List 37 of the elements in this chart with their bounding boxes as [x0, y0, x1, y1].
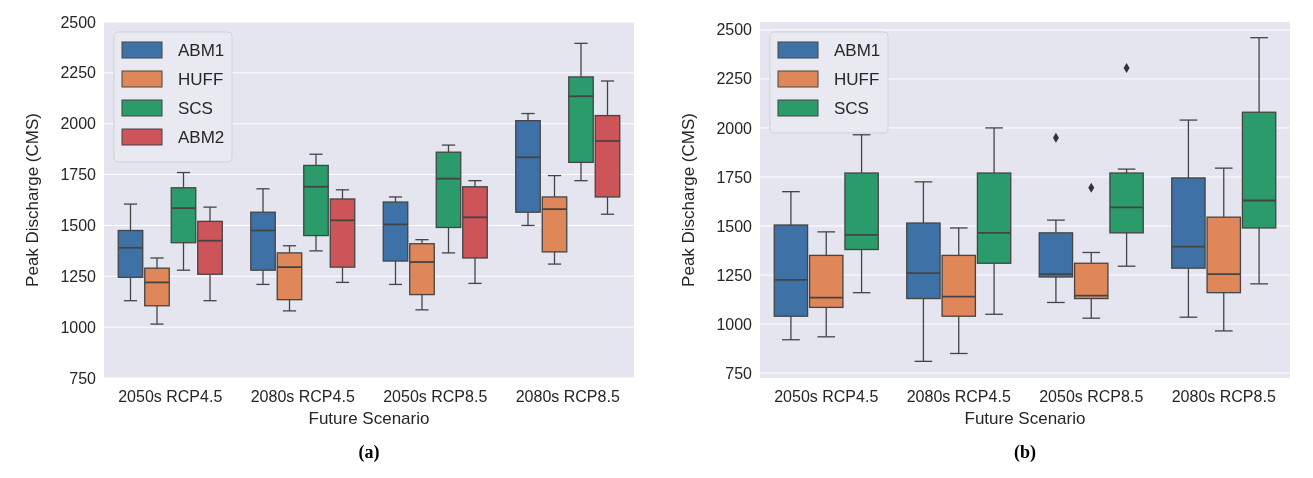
text: (a)	[358, 442, 380, 463]
legend-label: SCS	[834, 98, 869, 118]
y-axis-title: Peak Discharge (CMS)	[23, 113, 42, 287]
legend-label: HUFF	[178, 69, 224, 89]
y-tick-label: 1250	[60, 267, 97, 285]
y-tick-label: 2000	[60, 115, 97, 133]
x-axis-title: Future Scenario	[964, 409, 1086, 428]
y-tick-label: 2500	[60, 13, 97, 31]
x-tick-label: 2050s RCP4.5	[774, 388, 879, 405]
x-tick-label: 2050s RCP8.5	[1039, 388, 1144, 405]
legend-label: ABM2	[178, 127, 225, 147]
y-tick-label: 1000	[60, 318, 97, 336]
legend-label: HUFF	[834, 69, 880, 89]
text: (b)	[1014, 442, 1036, 463]
legend-label: SCS	[178, 98, 213, 118]
y-axis-title: Peak Discharge (CMS)	[679, 113, 698, 287]
x-tick-label: 2080s RCP8.5	[1171, 388, 1276, 405]
y-tick-label: 2000	[716, 119, 753, 137]
y-tick-label: 750	[725, 364, 753, 382]
y-tick-label: 2250	[716, 70, 753, 88]
y-tick-label: 1250	[716, 266, 753, 284]
y-tick-label: 750	[69, 369, 97, 387]
legend-label: ABM1	[834, 40, 881, 60]
y-tick-label: 1750	[60, 166, 97, 184]
x-tick-label: 2080s RCP4.5	[906, 388, 1011, 405]
x-tick-label: 2050s RCP8.5	[383, 388, 488, 405]
y-tick-label: 2500	[716, 21, 753, 39]
x-tick-label: 2050s RCP4.5	[118, 388, 223, 405]
y-tick-label: 1000	[716, 315, 753, 333]
y-tick-label: 1500	[716, 217, 753, 235]
y-tick-label: 1500	[60, 217, 97, 235]
y-tick-label: 2250	[60, 64, 97, 82]
x-tick-label: 2080s RCP4.5	[250, 388, 355, 405]
x-tick-label: 2080s RCP8.5	[515, 388, 620, 405]
x-axis-title: Future Scenario	[308, 409, 430, 428]
legend-label: ABM1	[178, 40, 225, 60]
y-tick-label: 1750	[716, 168, 753, 186]
